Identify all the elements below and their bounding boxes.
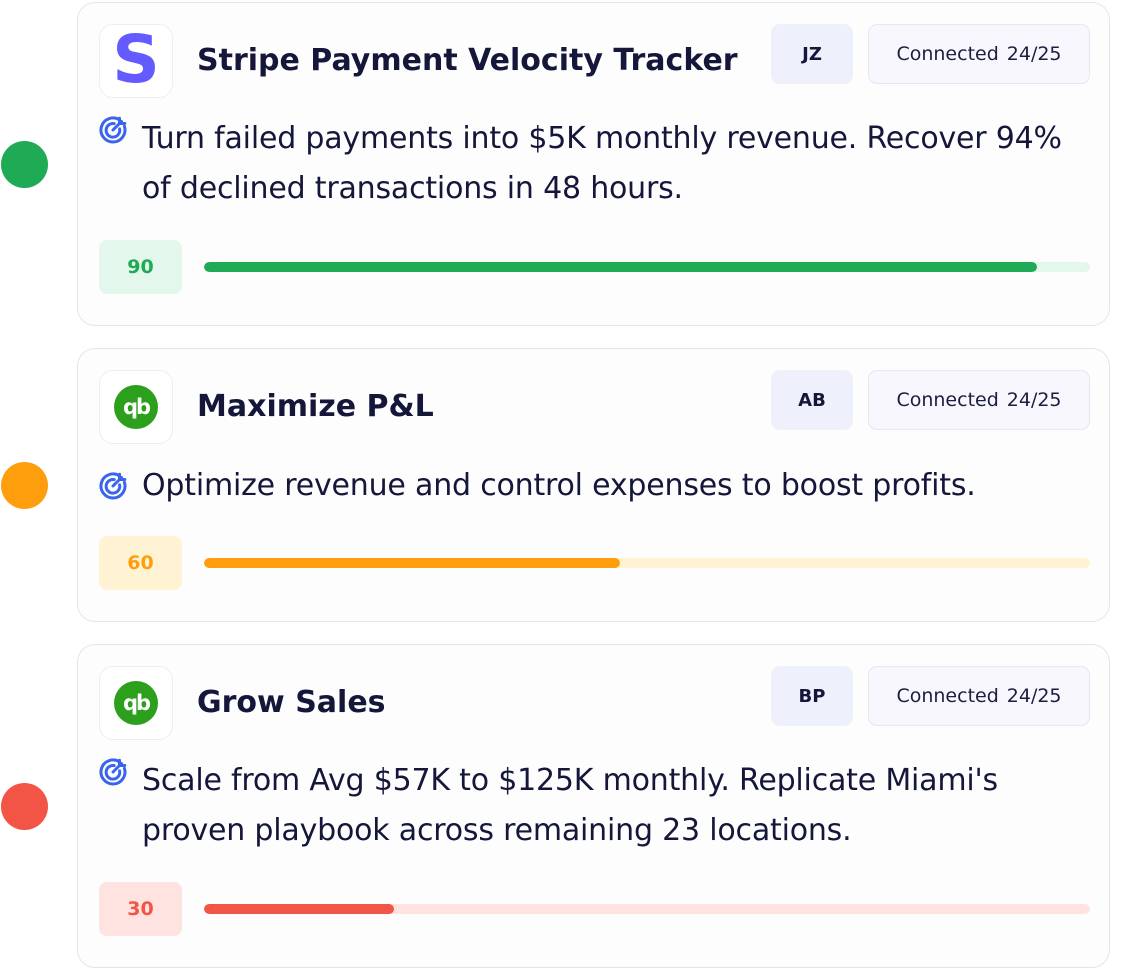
connected-count: 24/25 [1006,389,1062,411]
progress-track [204,558,1090,568]
connected-label: Connected [896,43,999,65]
quickbooks-logo-icon: qb [99,666,173,740]
connected-label: Connected [896,685,999,707]
goal-description: Optimize revenue and control expenses to… [142,468,976,503]
score-badge: 90 [99,240,182,294]
owner-avatar[interactable]: BP [771,666,853,726]
quickbooks-logo-icon: qb [99,370,173,444]
connected-status-badge[interactable]: Connected 24/25 [868,370,1090,430]
connected-count: 24/25 [1006,43,1062,65]
progress-fill [204,262,1037,272]
goal-card-grow-sales[interactable]: qb Grow Sales BP Connected 24/25 Scale f… [77,644,1110,968]
goal-card-stripe[interactable]: S Stripe Payment Velocity Tracker JZ Con… [77,2,1110,326]
target-icon [99,758,127,786]
connected-label: Connected [896,389,999,411]
goal-description: Turn failed payments into $5K monthly re… [142,121,1062,206]
target-icon [99,472,127,500]
status-dot-stripe-goal [1,141,48,188]
goal-description: Scale from Avg $57K to $125K monthly. Re… [142,763,998,848]
owner-avatar[interactable]: JZ [771,24,853,84]
goal-card-maximize-pl[interactable]: qb Maximize P&L AB Connected 24/25 Optim… [77,348,1110,622]
status-dot-grow-sales-goal [1,783,48,830]
progress-fill [204,558,621,568]
stripe-logo-icon: S [99,24,173,98]
goal-title: Maximize P&L [197,389,434,424]
goal-title: Grow Sales [197,685,386,720]
quickbooks-logo-mark: qb [114,385,158,429]
owner-avatar[interactable]: AB [771,370,853,430]
score-badge: 30 [99,882,182,936]
connected-status-badge[interactable]: Connected 24/25 [868,24,1090,84]
progress-track [204,262,1090,272]
progress-fill [204,904,395,914]
score-badge: 60 [99,536,182,590]
target-icon [99,116,127,144]
quickbooks-logo-mark: qb [114,681,158,725]
connected-status-badge[interactable]: Connected 24/25 [868,666,1090,726]
progress-track [204,904,1090,914]
stripe-logo-letter: S [112,21,160,98]
connected-count: 24/25 [1006,685,1062,707]
status-dot-maximize-pl-goal [1,462,48,509]
goal-title: Stripe Payment Velocity Tracker [197,43,738,78]
